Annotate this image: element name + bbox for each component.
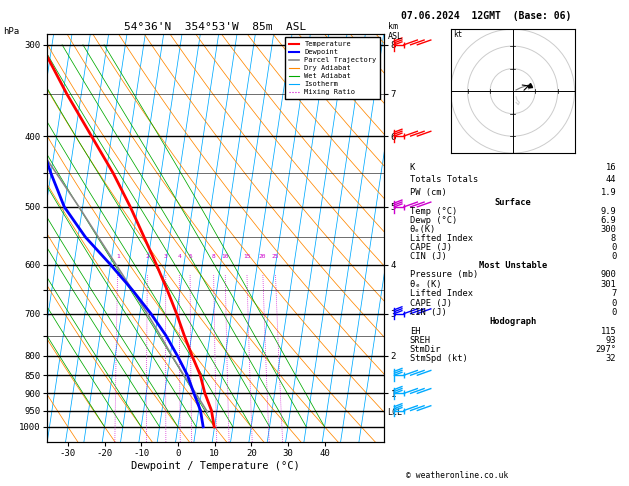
Text: km
ASL: km ASL <box>388 22 403 40</box>
Text: LCL: LCL <box>387 408 402 417</box>
Text: Dewp (°C): Dewp (°C) <box>409 216 457 225</box>
Title: 54°36'N  354°53'W  85m  ASL: 54°36'N 354°53'W 85m ASL <box>125 22 306 32</box>
Text: PW (cm): PW (cm) <box>409 188 447 197</box>
Text: 115: 115 <box>601 327 616 335</box>
Text: 20: 20 <box>259 254 266 260</box>
Text: 900: 900 <box>601 270 616 279</box>
Text: 10: 10 <box>221 254 229 260</box>
Text: Lifted Index: Lifted Index <box>409 234 472 243</box>
Text: CAPE (J): CAPE (J) <box>409 298 452 308</box>
Text: 93: 93 <box>606 336 616 345</box>
Text: CIN (J): CIN (J) <box>409 308 447 317</box>
Text: © weatheronline.co.uk: © weatheronline.co.uk <box>406 471 508 480</box>
Text: 5: 5 <box>188 254 192 260</box>
Text: StmDir: StmDir <box>409 345 441 354</box>
Text: 25: 25 <box>271 254 279 260</box>
Legend: Temperature, Dewpoint, Parcel Trajectory, Dry Adiabat, Wet Adiabat, Isotherm, Mi: Temperature, Dewpoint, Parcel Trajectory… <box>285 37 380 99</box>
Text: CAPE (J): CAPE (J) <box>409 243 452 252</box>
Text: StmSpd (kt): StmSpd (kt) <box>409 354 467 363</box>
Text: EH: EH <box>409 327 420 335</box>
Text: 32: 32 <box>606 354 616 363</box>
Text: Pressure (mb): Pressure (mb) <box>409 270 478 279</box>
Text: 300: 300 <box>601 225 616 234</box>
Text: hPa: hPa <box>3 27 19 36</box>
Text: 2: 2 <box>145 254 149 260</box>
Text: Most Unstable: Most Unstable <box>479 260 547 270</box>
Text: 0: 0 <box>611 298 616 308</box>
Text: 16: 16 <box>606 163 616 172</box>
Text: 0: 0 <box>611 252 616 260</box>
Text: CIN (J): CIN (J) <box>409 252 447 260</box>
Text: 6.9: 6.9 <box>601 216 616 225</box>
X-axis label: Dewpoint / Temperature (°C): Dewpoint / Temperature (°C) <box>131 461 300 471</box>
Text: 0: 0 <box>611 308 616 317</box>
Text: 301: 301 <box>601 279 616 289</box>
Text: 7: 7 <box>611 289 616 298</box>
Text: 15: 15 <box>243 254 250 260</box>
Text: θₑ (K): θₑ (K) <box>409 279 441 289</box>
Text: K: K <box>409 163 415 172</box>
Text: Hodograph: Hodograph <box>489 317 537 327</box>
Text: 297°: 297° <box>595 345 616 354</box>
Text: 8: 8 <box>611 234 616 243</box>
Text: 44: 44 <box>606 175 616 184</box>
Text: Temp (°C): Temp (°C) <box>409 207 457 216</box>
Text: Lifted Index: Lifted Index <box>409 289 472 298</box>
Text: 8: 8 <box>211 254 215 260</box>
Text: SREH: SREH <box>409 336 431 345</box>
Text: 0: 0 <box>611 243 616 252</box>
Text: 4: 4 <box>177 254 181 260</box>
Text: 1.9: 1.9 <box>601 188 616 197</box>
Text: Totals Totals: Totals Totals <box>409 175 478 184</box>
Text: kt: kt <box>453 30 462 39</box>
Text: θₑ(K): θₑ(K) <box>409 225 436 234</box>
Text: 07.06.2024  12GMT  (Base: 06): 07.06.2024 12GMT (Base: 06) <box>401 11 572 21</box>
Text: 9.9: 9.9 <box>601 207 616 216</box>
Text: 1: 1 <box>116 254 120 260</box>
Text: 3: 3 <box>164 254 168 260</box>
Text: Surface: Surface <box>494 198 532 207</box>
